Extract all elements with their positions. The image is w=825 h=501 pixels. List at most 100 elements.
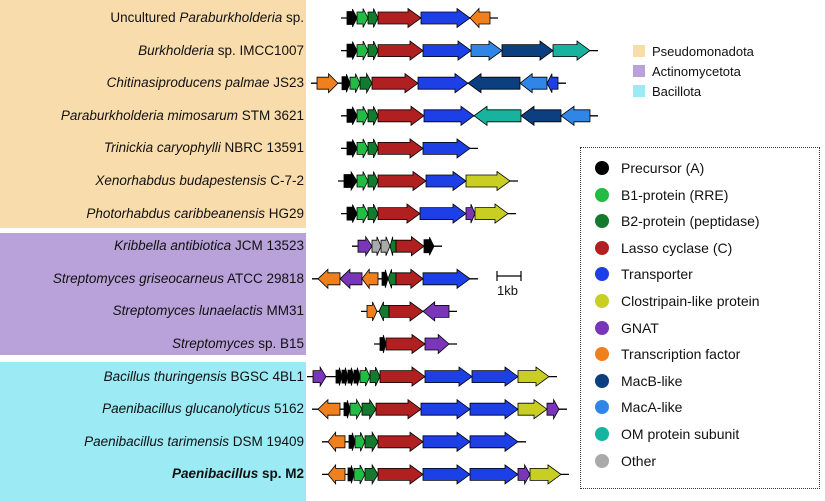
phylum-legend-label: Bacillota	[652, 84, 702, 99]
gene-legend-label: B1-protein (RRE)	[621, 186, 729, 203]
gene-arrow-transporter	[417, 72, 469, 94]
gene-arrow-b2	[364, 430, 379, 453]
gene-legend-label: OM protein subunit	[621, 426, 740, 442]
band-pseudomonadota	[0, 0, 306, 228]
gene-arrow-precursor	[347, 465, 355, 484]
gene-legend-label: MacA-like	[621, 399, 683, 416]
gene-arrow-om	[473, 105, 522, 127]
organism-genus-species: Xenorhabdus budapestensis	[95, 173, 267, 188]
gene-legend-item: B2-protein (peptidase)	[595, 211, 760, 231]
gene-arrow-b2	[359, 72, 373, 95]
band-actinomycetota	[0, 233, 306, 355]
gene-arrow-tf	[327, 463, 346, 486]
scale-bar	[496, 271, 522, 281]
organism-label: Paenibacillus glucanolyticus 5162	[102, 401, 304, 417]
gene-arrow-b1	[356, 40, 369, 61]
phylum-legend: Pseudomonadota Actinomycetota Bacillota	[633, 42, 754, 102]
gene-legend-label: B2-protein (peptidase)	[621, 213, 760, 230]
gene-arrow-transporter	[425, 170, 467, 192]
gene-cluster	[341, 203, 516, 224]
organism-strain: DSM 19409	[228, 433, 304, 449]
gene-arrow-b2	[389, 236, 397, 256]
gene-arrow-tf	[317, 398, 341, 420]
gene-arrow-precursor	[346, 204, 358, 223]
gene-arrow-precursor	[347, 367, 355, 386]
gene-arrow-b2	[367, 8, 379, 28]
organism-label: Uncultured Paraburkholderia sp.	[110, 10, 304, 26]
gene-legend-swatch	[595, 373, 609, 388]
gene-cluster	[341, 105, 598, 127]
organism-label: Paenibacillus tarimensis DSM 19409	[84, 434, 304, 450]
gene-arrow-gnat	[546, 398, 560, 421]
gene-arrow-cyclase	[375, 398, 422, 420]
organism-strain: sp. M2	[258, 466, 304, 482]
gene-arrow-cyclase	[377, 431, 424, 453]
gene-legend-label: Other	[621, 452, 657, 469]
gene-arrow-cyclase	[395, 268, 424, 290]
organism-strain: C-7-2	[266, 173, 304, 188]
gene-arrow-b2	[367, 40, 379, 61]
organism-strain: ATCC 29818	[223, 270, 304, 286]
gene-arrow-transporter	[419, 203, 467, 224]
gene-arrow-precursor	[335, 367, 343, 386]
organism-label: Xenorhabdus budapestensis C-7-2	[95, 173, 304, 189]
gene-arrow-cyclase	[379, 366, 426, 387]
organism-label: Kribbella antibiotica JCM 13523	[114, 238, 304, 254]
gene-arrow-precursor	[423, 237, 435, 256]
organism-genus-species: Burkholderia	[138, 42, 214, 58]
gene-legend-swatch	[595, 214, 609, 229]
gene-arrow-precursor	[341, 367, 349, 386]
gene-arrow-cyclase	[377, 7, 422, 29]
gene-cluster	[312, 268, 478, 290]
gene-cluster	[341, 7, 498, 29]
gene-arrow-cyclase	[395, 235, 425, 257]
gene-cluster	[361, 301, 457, 322]
phylum-legend-label: Actinomycetota	[652, 64, 741, 79]
gene-cluster	[322, 430, 526, 453]
organism-strain: JCM 13523	[231, 238, 304, 254]
gene-function-legend: Precursor (A) B1-protein (RRE) B2-protein …	[580, 147, 820, 489]
gene-arrow-transporter	[420, 398, 471, 420]
gene-arrow-b2	[367, 106, 379, 126]
gene-arrow-om	[552, 40, 591, 61]
gene-arrow-transporter	[469, 431, 519, 453]
gene-legend-item: Precursor (A)	[595, 158, 704, 178]
gene-legend-swatch	[595, 427, 609, 441]
gene-arrow-precursor	[346, 41, 358, 60]
gene-legend-label: Precursor (A)	[621, 160, 705, 176]
gene-arrow-b1	[356, 106, 369, 126]
organism-genus-species: Streptomyces	[171, 336, 255, 351]
gene-legend-swatch	[595, 453, 609, 468]
gene-arrow-gnat	[465, 203, 476, 224]
gene-legend-swatch	[595, 240, 609, 255]
gene-legend-label: Clostripain-like protein	[621, 293, 760, 309]
gene-legend-item: OM protein subunit	[595, 424, 739, 444]
organism-label: Bacillus thuringensis BGSC 4BL1	[104, 369, 304, 385]
gene-legend-item: MacA-like	[595, 397, 682, 417]
organism-label: Burkholderia sp. IMCC1007	[138, 43, 304, 59]
organism-genus-species: Streptomyces lunaelactis	[112, 303, 263, 319]
gene-arrow-cyclase	[377, 40, 424, 61]
gene-legend-swatch	[595, 161, 609, 175]
gene-arrow-macb	[520, 105, 562, 127]
gene-arrow-precursor	[353, 367, 361, 386]
gene-arrow-b2	[387, 269, 397, 289]
gene-arrow-maca	[470, 40, 503, 61]
gene-arrow-transporter	[424, 366, 473, 387]
organism-label: Chitinasiproducens palmae JS23	[107, 75, 304, 91]
gene-legend-item: Transcription factor	[595, 344, 740, 364]
organism-label: Streptomyces griseocarneus ATCC 29818	[53, 271, 304, 287]
gene-arrow-other	[371, 236, 382, 256]
gene-arrow-b1	[359, 366, 371, 387]
gene-legend-label: GNAT	[621, 319, 659, 336]
gene-arrow-transporter	[423, 105, 475, 127]
gene-cluster	[338, 170, 518, 192]
gene-legend-swatch	[595, 347, 609, 362]
organism-label: Photorhabdus caribbeanensis HG29	[86, 206, 304, 222]
gene-legend-label: MacB-like	[621, 372, 683, 389]
gene-arrow-gnat	[339, 268, 363, 290]
gene-arrow-cyclase	[385, 333, 426, 355]
gene-arrow-b1	[353, 464, 366, 485]
organism-genus-species: Paraburkholderia mimosarum	[60, 107, 238, 123]
